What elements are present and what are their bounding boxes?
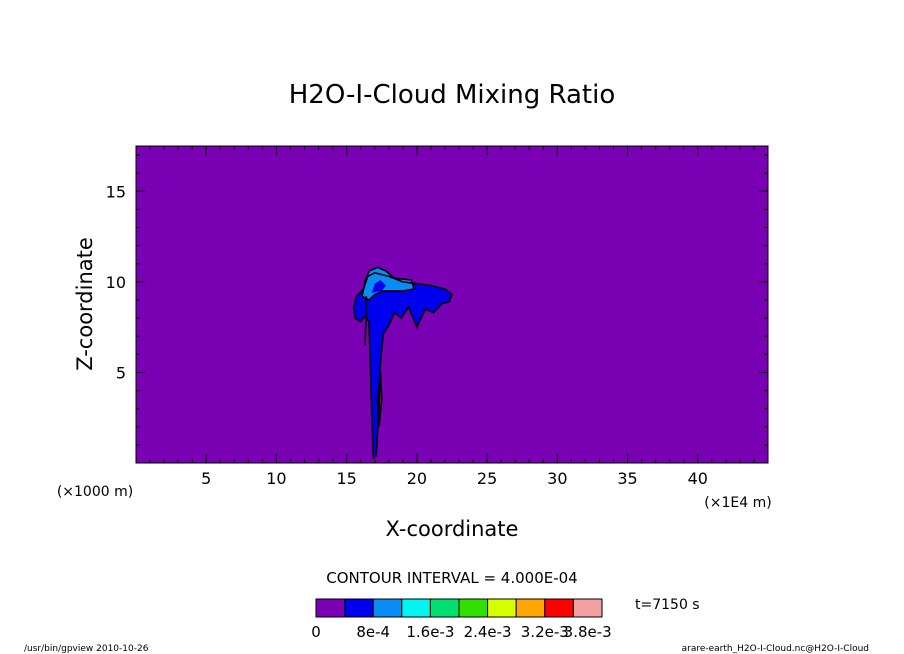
colorbar-swatch-9	[572, 598, 603, 618]
colorbar-label: 8e-4	[356, 623, 390, 641]
contour-line-0	[352, 271, 453, 460]
y-tick-label: 5	[116, 363, 126, 382]
chart-title: H2O-I-Cloud Mixing Ratio	[289, 80, 616, 110]
footer-right: arare-earth_H2O-I-Cloud.nc@H2O-I-Cloud	[682, 644, 869, 654]
contour-line-1	[361, 266, 416, 301]
x-tick-label: 30	[547, 469, 567, 488]
y-unit-label: (×1000 m)	[57, 484, 133, 500]
colorbar-swatch-6	[487, 598, 517, 618]
x-tick-label: 15	[336, 469, 356, 488]
time-label: t=7150 s	[635, 597, 700, 613]
footer-left: /usr/bin/gpview 2010-10-26	[24, 644, 149, 654]
colorbar-swatch-2	[372, 598, 403, 618]
plot-frame	[135, 145, 769, 464]
contour-region-2	[371, 280, 386, 293]
colorbar-label: 1.6e-3	[406, 623, 454, 641]
y-tick-label: 15	[106, 182, 126, 201]
colorbar-swatch-0	[315, 598, 346, 618]
colorbar-swatch-7	[515, 598, 546, 618]
plot-background	[136, 146, 768, 463]
colorbar-label: 2.4e-3	[464, 623, 512, 641]
x-tick-label: 40	[688, 469, 708, 488]
x-tick-label: 20	[407, 469, 427, 488]
colorbar-swatch-8	[544, 598, 574, 618]
colorbar: 0 8e-4 1.6e-3 2.4e-3 3.2e-33.8e-3	[311, 598, 612, 641]
y-axis-label: Z-coordinate	[73, 237, 97, 371]
colorbar-label: 3.8e-3	[564, 623, 612, 641]
colorbar-swatch-5	[458, 598, 489, 618]
colorbar-swatch-1	[344, 598, 374, 618]
x-unit-label: (×1E4 m)	[704, 495, 771, 511]
contour-line-3	[376, 372, 383, 427]
x-axis-label: X-coordinate	[386, 517, 519, 541]
axis-ticks: 5 10 15 20 25 30 35 40 5 10 15	[106, 146, 768, 488]
x-tick-label: 5	[201, 469, 211, 488]
contour-lines	[352, 266, 453, 460]
colorbar-label: 0	[311, 623, 321, 641]
x-tick-label: 10	[266, 469, 286, 488]
colorbar-label: 3.2e-3	[521, 623, 569, 641]
contour-line-2	[364, 296, 368, 346]
colorbar-swatch-3	[401, 598, 431, 618]
colorbar-swatch-4	[429, 598, 460, 618]
x-tick-label: 25	[477, 469, 497, 488]
contour-interval-label: CONTOUR INTERVAL = 4.000E-04	[326, 569, 577, 587]
y-tick-label: 10	[106, 273, 126, 292]
x-tick-label: 35	[617, 469, 637, 488]
